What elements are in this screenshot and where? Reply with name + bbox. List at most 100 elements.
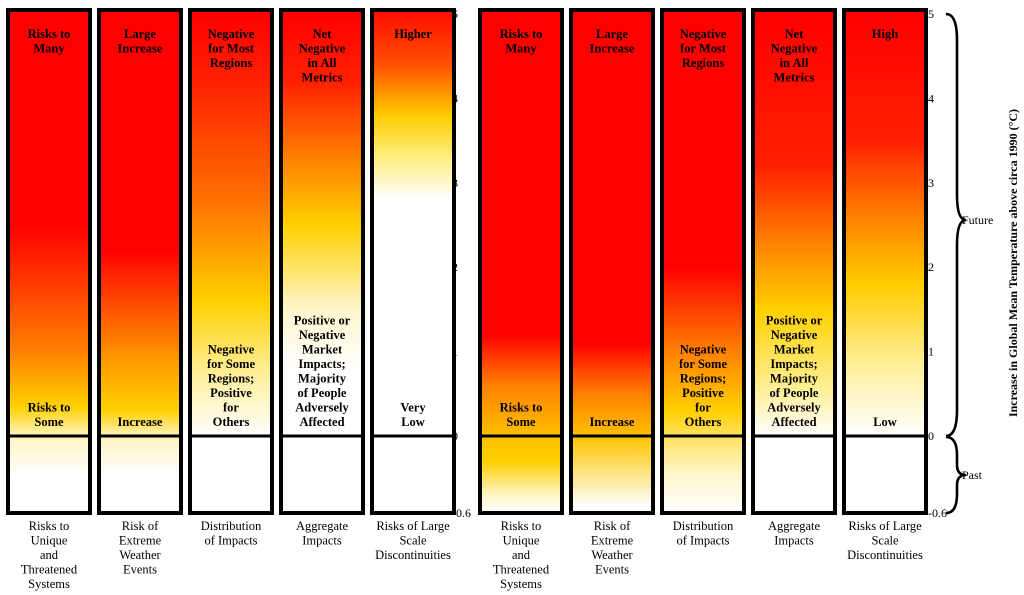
- risk-bar: [478, 8, 564, 515]
- future-label: Future: [962, 213, 993, 227]
- bottom-label-line: Very: [400, 401, 426, 415]
- bottom-label: Negative for Some Regions; Positive for Other…: [679, 343, 727, 430]
- column-caption-line: Risks to: [29, 519, 70, 533]
- top-label-line: Negative: [680, 27, 727, 41]
- risk-bar: [751, 8, 837, 515]
- top-label-line: Risks to: [500, 27, 543, 41]
- column-caption-line: Unique: [31, 534, 68, 548]
- bottom-label: Positive or Negative Market Impacts; Majorit…: [766, 314, 823, 430]
- bottom-label-line: Market: [302, 343, 343, 357]
- tick-label: -0.6: [928, 506, 947, 520]
- bottom-label-line: Majority: [770, 372, 819, 386]
- column-caption-line: Threatened: [21, 563, 78, 577]
- tick-label: 1: [928, 345, 934, 359]
- top-label: Risks to Many: [28, 27, 71, 56]
- tick-label: 5: [928, 7, 934, 21]
- top-label-line: Metrics: [774, 71, 815, 85]
- future-brace: [945, 12, 967, 438]
- risk-bar: [6, 8, 92, 515]
- column-caption-line: Risks of Large: [376, 519, 450, 533]
- risk-bar: [279, 8, 365, 515]
- bottom-label-line: Negative: [208, 343, 255, 357]
- column-caption-line: Events: [595, 563, 629, 577]
- column-caption: Risks to Unique and Threatened Systems: [493, 519, 550, 591]
- bottom-label-line: for Some: [679, 357, 727, 371]
- tick-label: 2: [452, 260, 458, 274]
- column-caption-line: Scale: [871, 534, 899, 548]
- top-label-line: Negative: [771, 42, 818, 56]
- tick-label: -0.6: [452, 506, 471, 520]
- column-caption-line: Unique: [503, 534, 540, 548]
- bottom-label-line: Regions;: [208, 372, 255, 386]
- bottom-label-line: Negative: [680, 343, 727, 357]
- bottom-label-line: Risks to: [500, 401, 543, 415]
- bottom-label-line: Negative: [771, 328, 818, 342]
- bottom-label-line: Impacts;: [298, 357, 345, 371]
- tick-label: 1: [452, 345, 458, 359]
- risk-bar: [660, 8, 746, 515]
- bottom-label-line: Majority: [298, 372, 347, 386]
- column-caption-line: Distribution: [201, 519, 262, 533]
- column-caption: Risks to Unique and Threatened Systems: [21, 519, 78, 591]
- column-caption-line: Extreme: [119, 534, 162, 548]
- column-caption-line: Impacts: [774, 534, 814, 548]
- tick-label: 0: [452, 429, 458, 443]
- bottom-label-line: Increase: [118, 415, 163, 429]
- top-label: Large Increase: [118, 27, 163, 56]
- column-caption-line: Extreme: [591, 534, 634, 548]
- column-caption: Distribution of Impacts: [201, 519, 262, 548]
- column-caption-line: Systems: [500, 577, 542, 591]
- top-label-line: High: [872, 27, 898, 41]
- column-1-1: Risks to Many Risks to Some Risks to Unique an…: [6, 8, 92, 591]
- top-label: Negative for Most Regions: [208, 27, 255, 70]
- column-caption-line: Events: [123, 563, 157, 577]
- column-caption-line: Risks to: [501, 519, 542, 533]
- top-label-line: Large: [596, 27, 628, 41]
- bottom-label-line: of People: [770, 386, 819, 400]
- bottom-label-line: for Some: [207, 357, 255, 371]
- risk-bar: [842, 8, 928, 515]
- column-caption-line: Scale: [399, 534, 427, 548]
- top-label-line: for Most: [680, 42, 727, 56]
- tick-label: 2: [928, 260, 934, 274]
- column-2-2: Large Increase Increase Risk of Extreme Weath…: [569, 8, 655, 577]
- bottom-label-line: Positive: [210, 386, 252, 400]
- column-caption-line: Risk of: [122, 519, 159, 533]
- bottom-label-line: Affected: [771, 415, 816, 429]
- bottom-label: Low: [873, 415, 897, 429]
- top-label-line: Many: [505, 42, 537, 56]
- column-caption-line: Aggregate: [296, 519, 349, 533]
- top-label: Net Negative in All Metrics: [771, 27, 818, 85]
- top-label: Large Increase: [590, 27, 635, 56]
- risk-bar: [569, 8, 655, 515]
- top-label: Risks to Many: [500, 27, 543, 56]
- bottom-label-line: for: [223, 401, 239, 415]
- bottom-label-line: Some: [34, 415, 64, 429]
- column-caption-line: Weather: [591, 548, 633, 562]
- y-axis-1: 5 4 3 2 1 0 -0.6: [452, 7, 471, 520]
- tick-label: 0: [928, 429, 934, 443]
- column-caption-line: Systems: [28, 577, 70, 591]
- top-label-line: Many: [33, 42, 65, 56]
- bottom-label: Very Low: [400, 401, 426, 430]
- y-axis-2: 5 4 3 2 1 0 -0.6: [928, 7, 947, 520]
- risk-bar: [370, 8, 456, 515]
- column-1-3: Negative for Most Regions Negative for Some R…: [188, 8, 274, 548]
- bottom-label: Increase: [118, 415, 163, 429]
- bottom-label-line: Positive or: [294, 314, 351, 328]
- risk-bar: [188, 8, 274, 515]
- column-caption: Risk of Extreme Weather Events: [591, 519, 634, 577]
- bottom-label: Increase: [590, 415, 635, 429]
- bottom-label-line: Others: [685, 415, 722, 429]
- bottom-label-line: Some: [506, 415, 536, 429]
- y-axis-title: Increase in Global Mean Temperature abov…: [1006, 109, 1020, 417]
- braces-layer: Future Past: [945, 12, 993, 515]
- column-2-5: High Low Risks of Large Scale Discontinuitie…: [842, 8, 928, 562]
- bottom-label: Positive or Negative Market Impacts; Majorit…: [294, 314, 351, 430]
- column-caption: Aggregate Impacts: [296, 519, 349, 548]
- tick-label: 5: [452, 7, 458, 21]
